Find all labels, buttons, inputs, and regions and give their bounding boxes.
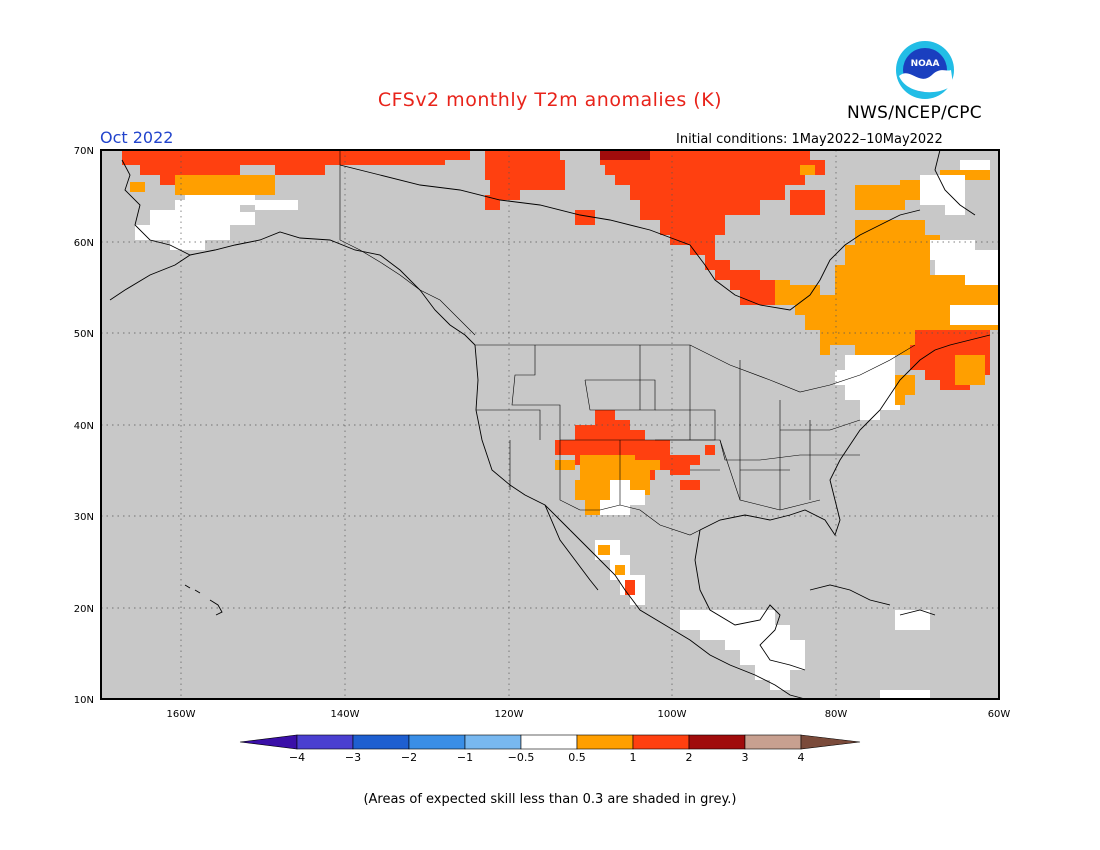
longitude-labels: 160W 140W 120W 100W 80W 60W [167, 709, 1011, 720]
lon-label: 80W [825, 709, 848, 720]
noaa-logo: NOAA [893, 40, 957, 104]
lat-label: 60N [74, 238, 94, 249]
lat-label: 20N [74, 604, 94, 615]
agency-label: NWS/NCEP/CPC [847, 103, 982, 123]
lat-label: 30N [74, 512, 94, 523]
chart-title: CFSv2 monthly T2m anomalies (K) [377, 89, 723, 111]
lon-label: 120W [495, 709, 524, 720]
political-boundaries [339, 150, 916, 536]
map-frame [100, 149, 1000, 700]
forecast-month: Oct 2022 [100, 128, 174, 147]
lat-label: 50N [74, 329, 94, 340]
logo-text: NOAA [911, 59, 940, 69]
latitude-labels: 70N 60N 50N 40N 30N 20N 10N [74, 146, 94, 706]
lon-label: 60W [988, 709, 1011, 720]
lon-label: 160W [167, 709, 196, 720]
lon-label: 140W [331, 709, 360, 720]
lon-label: 100W [658, 709, 687, 720]
anomaly-shading [122, 150, 998, 699]
initial-conditions: Initial conditions: 1May2022–10May2022 [676, 132, 943, 147]
coastlines [109, 149, 991, 700]
lat-label: 40N [74, 421, 94, 432]
lat-label: 10N [74, 695, 94, 706]
lat-label: 70N [74, 146, 94, 157]
skill-footnote: (Areas of expected skill less than 0.3 a… [363, 792, 737, 807]
